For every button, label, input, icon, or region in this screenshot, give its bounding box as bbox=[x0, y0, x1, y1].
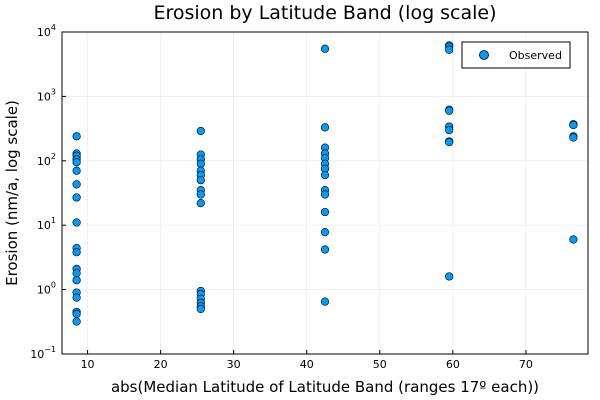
x-tick-label: 20 bbox=[154, 358, 168, 371]
x-tick-label: 50 bbox=[373, 358, 387, 371]
y-tick-label: 100 bbox=[37, 281, 56, 297]
data-point bbox=[72, 218, 81, 227]
data-point bbox=[569, 235, 578, 244]
y-tick-label: 104 bbox=[37, 23, 56, 39]
data-point bbox=[72, 276, 81, 285]
data-point bbox=[196, 176, 205, 185]
y-tick-label: 10−1 bbox=[30, 345, 56, 361]
data-point bbox=[445, 272, 454, 281]
data-point bbox=[320, 245, 330, 254]
data-point bbox=[72, 158, 81, 167]
data-point bbox=[320, 123, 330, 132]
legend-marker-observed bbox=[479, 50, 489, 60]
data-point bbox=[196, 199, 205, 208]
data-point bbox=[445, 138, 454, 147]
data-point bbox=[445, 106, 454, 115]
data-point bbox=[196, 159, 205, 168]
y-axis-ticks: 10−1 100 101 102 103 104 bbox=[30, 23, 66, 361]
data-point bbox=[445, 125, 454, 135]
data-point bbox=[72, 309, 81, 318]
x-axis-label: abs(Median Latitude of Latitude Band (ra… bbox=[111, 378, 539, 396]
x-tick-label: 60 bbox=[446, 358, 460, 371]
data-point bbox=[72, 293, 81, 302]
data-point bbox=[196, 126, 205, 136]
data-point bbox=[72, 193, 81, 202]
y-tick-label: 101 bbox=[37, 216, 56, 232]
data-point bbox=[445, 45, 454, 54]
data-point bbox=[72, 180, 81, 189]
data-point bbox=[72, 248, 81, 257]
data-point bbox=[320, 44, 330, 53]
x-tick-label: 10 bbox=[81, 358, 95, 371]
data-point bbox=[72, 132, 81, 141]
data-point bbox=[569, 133, 578, 142]
y-tick-label: 102 bbox=[37, 152, 56, 168]
legend: Observed bbox=[461, 41, 571, 69]
data-point bbox=[320, 190, 330, 199]
data-point bbox=[320, 297, 330, 306]
data-point bbox=[72, 166, 81, 175]
x-tick-label: 30 bbox=[227, 358, 241, 371]
legend-label-observed: Observed bbox=[509, 49, 562, 62]
x-tick-label: 40 bbox=[300, 358, 314, 371]
plot-area-frame bbox=[61, 31, 589, 355]
data-point bbox=[320, 170, 330, 180]
data-point bbox=[72, 269, 81, 278]
data-point bbox=[569, 120, 578, 130]
data-point bbox=[72, 317, 81, 326]
data-point bbox=[196, 304, 205, 314]
y-tick-label: 103 bbox=[37, 87, 56, 103]
x-tick-label: 70 bbox=[519, 358, 533, 371]
data-point bbox=[320, 207, 330, 217]
data-point bbox=[196, 190, 205, 199]
chart-title: Erosion by Latitude Band (log scale) bbox=[153, 2, 496, 24]
data-points bbox=[72, 41, 578, 326]
data-point bbox=[320, 228, 330, 237]
x-axis-ticks: 10 20 30 40 50 60 70 bbox=[81, 350, 533, 371]
y-axis-label: Erosion (nm/a, log scale) bbox=[3, 100, 21, 286]
